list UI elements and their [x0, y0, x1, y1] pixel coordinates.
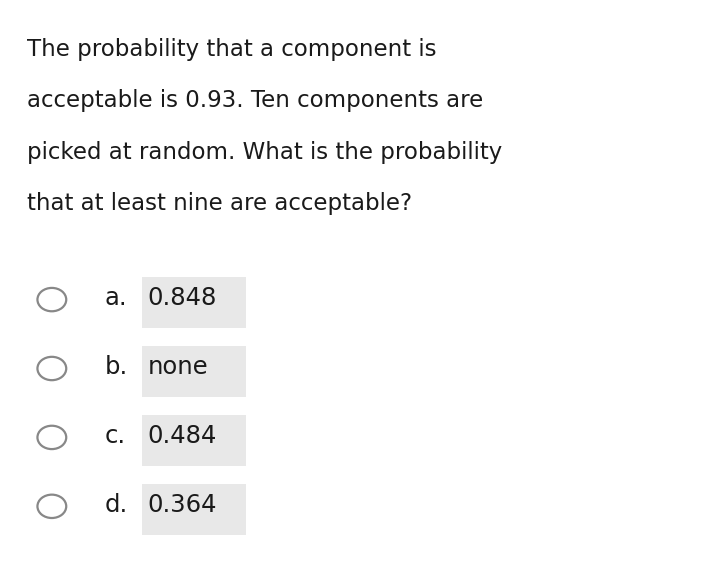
Text: acceptable is 0.93. Ten components are: acceptable is 0.93. Ten components are: [27, 89, 484, 112]
FancyBboxPatch shape: [142, 484, 246, 535]
Text: c.: c.: [104, 423, 125, 448]
Text: The probability that a component is: The probability that a component is: [27, 38, 437, 61]
Text: 0.364: 0.364: [148, 492, 217, 517]
Text: 0.484: 0.484: [148, 423, 217, 448]
FancyBboxPatch shape: [142, 277, 246, 328]
Text: b.: b.: [104, 354, 127, 379]
Text: d.: d.: [104, 492, 127, 517]
FancyBboxPatch shape: [142, 346, 246, 397]
Text: 0.848: 0.848: [148, 286, 217, 310]
Text: that at least nine are acceptable?: that at least nine are acceptable?: [27, 192, 413, 215]
Text: a.: a.: [104, 286, 127, 310]
Text: none: none: [148, 354, 208, 379]
FancyBboxPatch shape: [142, 415, 246, 466]
Text: picked at random. What is the probability: picked at random. What is the probabilit…: [27, 141, 503, 164]
